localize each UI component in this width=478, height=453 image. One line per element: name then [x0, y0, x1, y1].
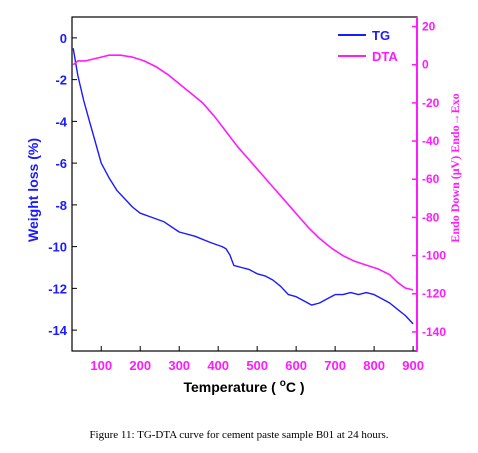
plot-frame: [71, 16, 418, 352]
figure-caption: Figure 11: TG-DTA curve for cement paste…: [89, 429, 389, 441]
left-tick-label: -4: [55, 114, 67, 129]
series-layer: [72, 48, 414, 325]
right-tick-label: 0: [422, 58, 429, 72]
left-axis-ticks: 0 -2 -4 -6 -8 -10 -12 -14: [48, 31, 77, 338]
tg-dta-chart: 100 200 300 400 500 600 700 800 900 0-2-4-6-8-10…: [25, 16, 462, 395]
x-tick-label: 800: [363, 358, 385, 373]
x-tick-label: 300: [168, 358, 190, 373]
x-tick-label: 500: [246, 358, 268, 373]
series-line-dta: [72, 54, 414, 291]
right-axis-label: Endo Down (μV) Endo→Exo: [448, 93, 462, 242]
right-axis-ticks: 20 0 -20 -40 -60 -80 -100 -120 -140: [412, 17, 446, 351]
right-tick-label: -40: [422, 134, 440, 148]
legend: TG DTA: [338, 28, 398, 64]
x-tick-label: 700: [324, 358, 346, 373]
right-tick-label: -20: [422, 96, 440, 110]
legend-label-tg: TG: [372, 28, 390, 43]
right-tick-label: -100: [422, 249, 446, 263]
x-axis-label: Temperature ( oC ): [184, 378, 305, 395]
left-tick-label: -14: [48, 323, 68, 338]
right-tick-label: -80: [422, 210, 440, 224]
series-line-tg: [72, 48, 414, 325]
x-axis-ticks: 100 200 300 400 500 600 700 800 900: [90, 346, 424, 373]
x-tick-label: 900: [402, 358, 424, 373]
left-axis-label: Weight loss (%): [25, 138, 41, 242]
right-tick-label: -120: [422, 287, 446, 301]
left-tick-label: -2: [55, 73, 67, 88]
right-tick-label: -140: [422, 325, 446, 339]
right-tick-label: 20: [422, 20, 436, 34]
left-tick-label: -10: [48, 240, 67, 255]
x-tick-label: 600: [285, 358, 307, 373]
x-tick-label: 400: [207, 358, 229, 373]
left-tick-label: -6: [55, 156, 67, 171]
x-tick-label: 200: [129, 358, 151, 373]
left-tick-label: 0: [60, 31, 67, 46]
legend-label-dta: DTA: [372, 49, 398, 64]
right-tick-label: -60: [422, 172, 440, 186]
x-tick-label: 100: [90, 358, 112, 373]
left-tick-label: -8: [55, 198, 67, 213]
left-tick-label: -12: [48, 281, 67, 296]
